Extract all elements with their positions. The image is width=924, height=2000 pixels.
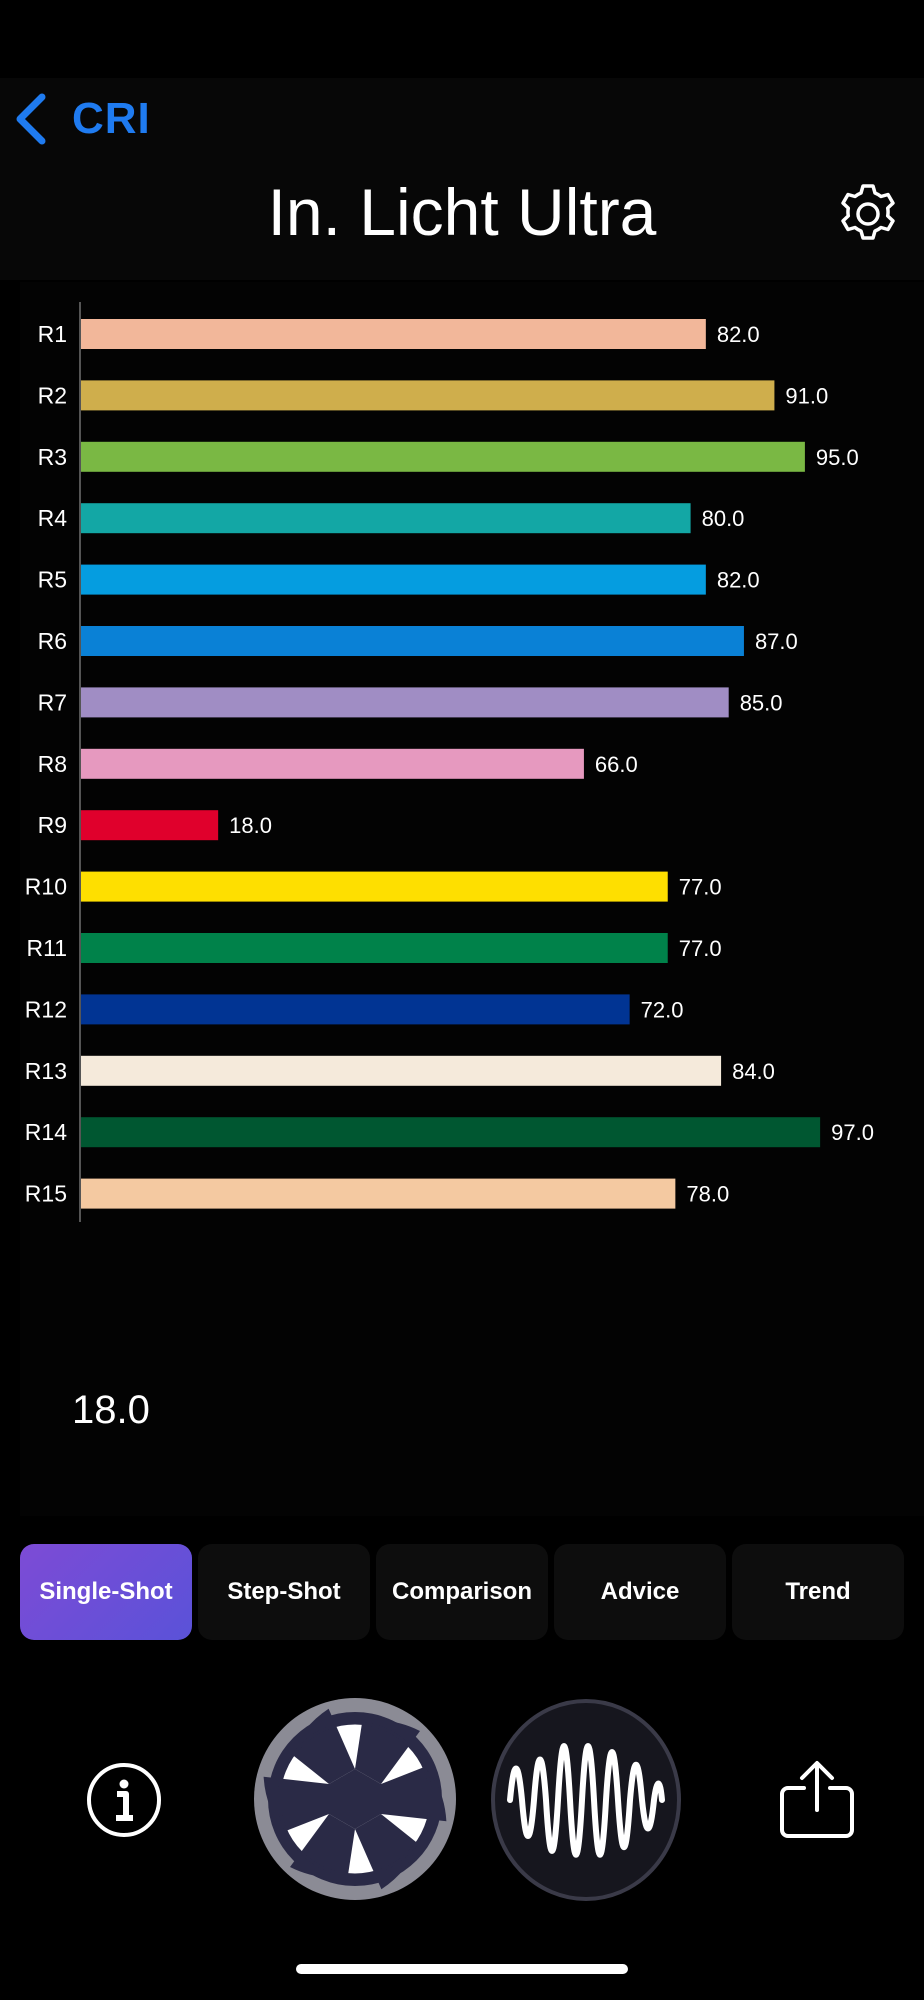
bar-r10[interactable] bbox=[81, 871, 668, 902]
category-label: R8 bbox=[38, 751, 67, 777]
bar-r1[interactable] bbox=[81, 319, 706, 349]
value-label: 91.0 bbox=[785, 383, 828, 408]
bar-r6[interactable] bbox=[81, 626, 744, 656]
value-label: 78.0 bbox=[686, 1182, 729, 1207]
value-label: 80.0 bbox=[702, 506, 745, 531]
share-icon[interactable] bbox=[778, 1758, 856, 1840]
cri-bar-chart: R1 82.0 R2 91.0 R3 95.0 R4 80.0 R5 82.0 R6 87.0 R7 85… bbox=[25, 302, 874, 1222]
value-label: 95.0 bbox=[816, 445, 859, 470]
category-label: R10 bbox=[25, 874, 67, 900]
tab-trend[interactable]: Trend bbox=[732, 1544, 904, 1640]
bar-r4[interactable] bbox=[81, 503, 691, 534]
bar-r8[interactable] bbox=[81, 748, 584, 779]
category-label: R9 bbox=[38, 812, 67, 838]
tab-single-shot[interactable]: Single-Shot bbox=[20, 1544, 192, 1640]
gear-icon[interactable] bbox=[836, 182, 900, 246]
bar-r11[interactable] bbox=[81, 933, 668, 963]
camera-shutter-icon[interactable] bbox=[250, 1696, 460, 1902]
category-label: R14 bbox=[25, 1119, 67, 1145]
bar-r9[interactable] bbox=[81, 810, 219, 841]
category-label: R1 bbox=[38, 321, 67, 347]
mode-tabs: Single-Shot Step-Shot Comparison Advice … bbox=[20, 1544, 904, 1640]
selected-value: 18.0 bbox=[72, 1388, 150, 1432]
waveform-icon[interactable] bbox=[490, 1698, 682, 1902]
tab-step-shot[interactable]: Step-Shot bbox=[198, 1544, 370, 1640]
page-title: In. Licht Ultra bbox=[267, 175, 657, 249]
value-label: 66.0 bbox=[595, 752, 638, 777]
category-label: R13 bbox=[25, 1058, 67, 1084]
value-label: 87.0 bbox=[755, 629, 798, 654]
category-label: R7 bbox=[38, 689, 67, 715]
value-label: 84.0 bbox=[732, 1059, 775, 1084]
value-label: 82.0 bbox=[717, 568, 760, 593]
value-label: 82.0 bbox=[717, 322, 760, 347]
bar-r14[interactable] bbox=[81, 1117, 821, 1148]
category-label: R2 bbox=[38, 382, 67, 408]
back-button[interactable]: CRI bbox=[14, 88, 151, 150]
bar-r5[interactable] bbox=[81, 564, 706, 595]
header-bar bbox=[0, 78, 924, 280]
value-label: 72.0 bbox=[641, 997, 684, 1022]
back-label: CRI bbox=[72, 94, 151, 143]
home-indicator bbox=[296, 1964, 628, 1974]
tab-advice[interactable]: Advice bbox=[554, 1544, 726, 1640]
category-label: R15 bbox=[25, 1181, 67, 1207]
tab-comparison[interactable]: Comparison bbox=[376, 1544, 548, 1640]
category-label: R3 bbox=[38, 444, 67, 470]
category-label: R12 bbox=[25, 996, 67, 1022]
bar-r13[interactable] bbox=[81, 1055, 722, 1086]
value-label: 85.0 bbox=[740, 690, 783, 715]
value-label: 77.0 bbox=[679, 875, 722, 900]
bar-r12[interactable] bbox=[81, 994, 630, 1025]
value-label: 18.0 bbox=[229, 813, 272, 838]
bar-r3[interactable] bbox=[81, 441, 805, 472]
category-label: R11 bbox=[27, 935, 68, 961]
bar-r7[interactable] bbox=[81, 687, 729, 718]
bar-r2[interactable] bbox=[81, 380, 775, 411]
value-label: 77.0 bbox=[679, 936, 722, 961]
bar-r15[interactable] bbox=[81, 1178, 676, 1209]
chevron-left-icon bbox=[16, 93, 46, 145]
info-icon[interactable] bbox=[86, 1762, 162, 1838]
category-label: R5 bbox=[38, 567, 67, 593]
category-label: R4 bbox=[38, 505, 68, 531]
value-label: 97.0 bbox=[831, 1120, 874, 1145]
category-label: R6 bbox=[38, 628, 67, 654]
